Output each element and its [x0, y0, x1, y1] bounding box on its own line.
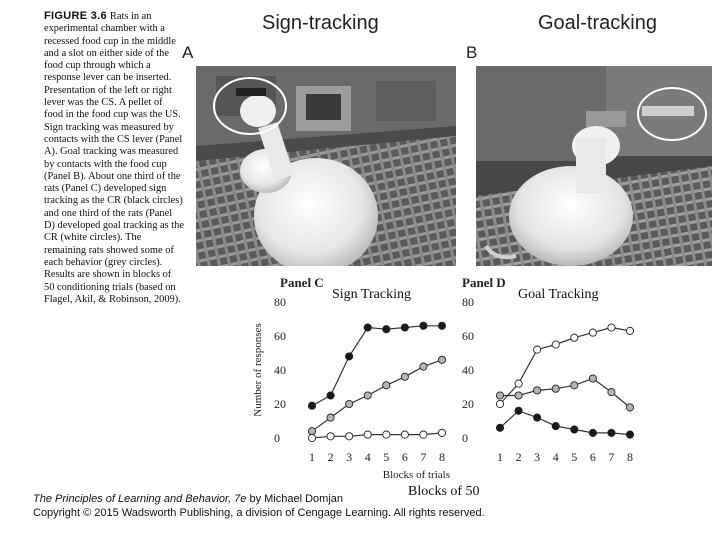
- panel-d-ytick: 20: [462, 397, 474, 411]
- panel-c-black-point: [419, 321, 428, 330]
- panel-c-white-point: [363, 430, 372, 439]
- book-author: by Michael Domjan: [246, 493, 344, 505]
- chart-area: Panel C 0 20 40 60 80 1 2 3 4 5 6 7 8 Number of respon…: [248, 270, 648, 490]
- panel-a-letter: A: [182, 43, 194, 62]
- panel-d-ytick: 40: [462, 363, 474, 377]
- panel-d-white-point: [551, 340, 560, 349]
- goal-tracking-label: Goal Tracking: [518, 287, 599, 302]
- panel-b-letter: B: [466, 43, 478, 62]
- panel-c-xtick: 3: [346, 450, 352, 464]
- panel-c-ytick: 40: [274, 363, 286, 377]
- panel-c-xtick: 4: [365, 450, 371, 464]
- panel-c-xtick: 2: [328, 450, 334, 464]
- footer-citation: The Principles of Learning and Behavior,…: [33, 493, 343, 505]
- panel-c-grey-point: [437, 355, 447, 364]
- panel-d-grey-point: [607, 388, 616, 397]
- panel-d-grey-point: [514, 391, 523, 400]
- panel-d-ytick: 0: [462, 431, 468, 445]
- panel-d-black-point: [533, 413, 542, 422]
- panel-d-xtick: 6: [590, 450, 596, 464]
- sign-tracking-title: Sign-tracking: [262, 12, 379, 34]
- panel-d-grey-point: [570, 381, 579, 390]
- panel-c-grey-point: [419, 362, 428, 371]
- panel-c-xtick: 7: [420, 450, 426, 464]
- book-title: The Principles of Learning and Behavior,…: [33, 493, 247, 505]
- sign-tracking-photo: [196, 66, 456, 266]
- panel-c-xtick: 6: [402, 450, 408, 464]
- panel-c-title: Panel C: [280, 275, 324, 290]
- panel-c-white-point: [326, 432, 335, 441]
- panel-c-xlabel: Blocks of trials: [383, 469, 450, 481]
- panel-d-ytick: 60: [462, 329, 474, 343]
- panel-c-black-point: [326, 391, 335, 400]
- panel-d-black-point: [625, 430, 635, 439]
- panel-c-black-point: [363, 323, 372, 332]
- panel-c-white-point: [307, 433, 317, 443]
- panel-c-black-point: [307, 401, 317, 410]
- panel-d-grey-point: [625, 403, 635, 412]
- panel-c-grey-point: [307, 427, 317, 436]
- goal-tracking-photo: [476, 66, 712, 266]
- panel-d-black-point: [588, 428, 597, 437]
- panel-c-grey-point: [345, 399, 354, 409]
- panel-c-black-point: [400, 323, 409, 332]
- panel-d-grey-point: [588, 374, 597, 383]
- panel-d-grey-point: [495, 391, 505, 400]
- panel-c-grey-point: [326, 413, 335, 422]
- figure-label: FIGURE 3.6: [44, 10, 107, 22]
- panel-d-white-point: [570, 333, 579, 342]
- panel-d-xtick: 3: [534, 450, 540, 464]
- panel-c-black-point: [437, 321, 447, 330]
- panel-c-xtick: 5: [383, 450, 389, 464]
- blocks-of-50-label: Blocks of 50: [408, 484, 480, 499]
- panel-d-black-point: [551, 422, 560, 431]
- panel-d-xtick: 2: [516, 450, 522, 464]
- panel-d-xtick: 5: [571, 450, 577, 464]
- panel-c-grey-point: [382, 381, 391, 390]
- footer-copyright: Copyright © 2015 Wadsworth Publishing, a…: [33, 507, 485, 519]
- panel-c-white-point: [345, 432, 354, 441]
- panel-c-ytick: 20: [274, 397, 286, 411]
- panel-c-white-point: [400, 430, 409, 439]
- panel-c-ytick: 60: [274, 329, 286, 343]
- panel-d-white-point: [607, 323, 616, 332]
- panel-c-black-point: [345, 352, 354, 361]
- panel-d-black-point: [570, 425, 579, 434]
- goal-tracking-title: Goal-tracking: [538, 12, 657, 34]
- panel-d-xtick: 7: [608, 450, 614, 464]
- panel-d-white-point: [514, 379, 523, 388]
- panel-d-xtick: 1: [497, 450, 503, 464]
- panel-d-grey-point: [533, 386, 542, 395]
- panel-d-black-point: [514, 406, 523, 415]
- panel-d-grey-point: [551, 384, 560, 393]
- sign-tracking-label: Sign Tracking: [332, 287, 411, 302]
- panel-d-black-point: [607, 428, 616, 437]
- figure-caption: FIGURE 3.6 Rats in an experimental chambe…: [44, 10, 184, 306]
- panel-d-xtick: 8: [627, 450, 633, 464]
- panel-d-white-point: [495, 399, 505, 409]
- panel-c-ylabel: Number of responses: [252, 323, 264, 416]
- panel-d-title: Panel D: [462, 275, 506, 290]
- panel-c-white-point: [437, 428, 447, 437]
- panel-c-white-point: [419, 430, 428, 439]
- panel-d-ytick: 80: [462, 295, 474, 309]
- figure-caption-text: Rats in an experimental chamber with a r…: [44, 11, 184, 305]
- panel-c-xtick: 1: [309, 450, 315, 464]
- panel-d-white-point: [588, 328, 597, 337]
- panel-d-xtick: 4: [553, 450, 559, 464]
- panel-d-white-point: [533, 345, 542, 354]
- panel-c-xtick: 8: [439, 450, 445, 464]
- panel-c-ytick: 0: [274, 431, 280, 445]
- panel-c-grey-point: [400, 372, 409, 381]
- panel-d-white-point: [625, 326, 635, 335]
- panel-c-grey-point: [363, 391, 372, 400]
- panel-c-white-point: [382, 430, 391, 439]
- panel-c-black-point: [382, 325, 391, 334]
- panel-d-black-point: [495, 423, 505, 432]
- panel-c-ytick: 80: [274, 295, 286, 309]
